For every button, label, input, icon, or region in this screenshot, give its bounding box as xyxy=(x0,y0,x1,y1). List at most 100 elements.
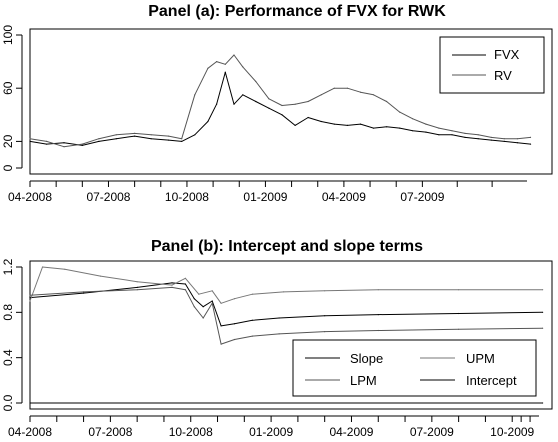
data-point-fvx xyxy=(346,124,348,126)
panel-a-series xyxy=(29,54,532,148)
data-point-lpm xyxy=(377,329,379,332)
y-tick-label: 100 xyxy=(1,25,15,45)
data-point-rv xyxy=(98,138,100,140)
series-line-slope xyxy=(29,282,543,327)
data-point-fvx xyxy=(529,143,532,145)
data-point-slope xyxy=(233,323,236,325)
data-point-upm xyxy=(198,293,200,295)
x-tick-label: 10-2008 xyxy=(165,190,209,204)
x-tick-label: 04-2008 xyxy=(8,190,52,204)
data-point-rv xyxy=(46,140,48,142)
legend-label-lpm: LPM xyxy=(350,373,377,388)
data-point-fvx xyxy=(359,123,362,125)
data-point-rv xyxy=(399,111,401,113)
legend-label-rv: RV xyxy=(494,68,512,83)
data-point-upm xyxy=(458,289,460,291)
x-tick-label: 01-2009 xyxy=(243,190,287,204)
y-tick-label: 0 xyxy=(1,164,15,171)
data-point-rv xyxy=(216,61,218,63)
data-point-slope xyxy=(278,317,280,319)
series-line-lpm xyxy=(29,286,543,345)
data-point-rv xyxy=(477,134,479,136)
data-point-slope xyxy=(136,286,138,288)
data-point-rv xyxy=(194,94,196,96)
data-point-fvx xyxy=(451,134,453,136)
data-point-slope xyxy=(193,298,195,300)
panel-a-y-axis: 0 20 60 100 xyxy=(1,25,23,171)
data-point-upm xyxy=(136,281,138,283)
panel-b-series xyxy=(29,266,544,404)
data-point-rv xyxy=(412,118,414,120)
data-point-slope xyxy=(171,282,173,284)
x-tick-label: 07-2009 xyxy=(410,425,454,439)
data-point-upm xyxy=(99,275,102,277)
data-point-lpm xyxy=(193,306,195,308)
data-point-slope xyxy=(202,306,204,308)
data-point-rv xyxy=(207,67,209,69)
data-point-lpm xyxy=(542,327,544,329)
data-point-fvx xyxy=(81,144,83,146)
data-point-fvx xyxy=(181,140,183,142)
y-tick-label: 0.0 xyxy=(1,394,15,411)
data-point-fvx xyxy=(207,120,209,123)
data-point-slope xyxy=(377,314,379,316)
legend-label-intercept: Intercept xyxy=(466,373,517,388)
series-line-upm xyxy=(29,266,543,304)
x-tick-label: 07-2008 xyxy=(88,425,132,439)
data-point-fvx xyxy=(294,124,296,126)
data-point-fvx xyxy=(150,138,152,140)
y-tick-label: 0.8 xyxy=(1,304,15,321)
data-point-upm xyxy=(171,284,173,286)
data-point-rv xyxy=(307,100,309,103)
x-tick-label: 10-2009 xyxy=(490,425,534,439)
data-point-slope xyxy=(29,297,31,299)
x-tick-label: 04-2009 xyxy=(322,190,366,204)
data-point-rv xyxy=(281,104,283,107)
data-point-rv xyxy=(63,146,65,148)
x-tick-label: 04-2008 xyxy=(8,425,52,439)
data-point-rv xyxy=(320,94,322,96)
data-point-slope xyxy=(458,312,460,315)
y-tick-label: 20 xyxy=(1,134,15,148)
x-tick-label: 01-2009 xyxy=(249,425,293,439)
data-point-upm xyxy=(184,277,186,279)
data-point-lpm xyxy=(202,317,204,319)
data-point-fvx xyxy=(29,140,31,142)
data-point-slope xyxy=(211,300,213,302)
data-point-fvx xyxy=(281,114,283,116)
data-point-rv xyxy=(233,54,235,56)
y-tick-label: 0.4 xyxy=(1,349,15,366)
panel-b-plot-frame xyxy=(29,260,553,410)
series-line-fvx xyxy=(29,71,531,146)
data-point-rv xyxy=(333,87,335,89)
data-point-rv xyxy=(529,136,532,138)
data-point-slope xyxy=(251,319,253,321)
data-point-upm xyxy=(233,298,236,300)
data-point-fvx xyxy=(224,71,226,73)
data-point-fvx xyxy=(464,136,466,138)
data-point-lpm xyxy=(211,302,213,304)
data-point-fvx xyxy=(503,140,505,142)
panel-a-legend-box xyxy=(439,36,545,94)
data-point-rv xyxy=(451,130,453,132)
panel-a: Panel (a): Performance of FVX for RWK 0 2… xyxy=(1,3,553,204)
data-point-fvx xyxy=(134,135,136,137)
panel-a-title: Panel (a): Performance of FVX for RWK xyxy=(148,3,446,20)
x-tick-label: 04-2009 xyxy=(329,425,373,439)
panel-b-y-axis: 0.0 0.4 0.8 1.2 xyxy=(1,258,23,411)
panel-b-legend: Slope UPM LPM Intercept xyxy=(292,339,537,397)
data-point-fvx xyxy=(320,120,322,123)
data-point-fvx xyxy=(425,131,427,133)
data-point-fvx xyxy=(168,139,170,141)
data-point-fvx xyxy=(372,127,375,129)
data-point-rv xyxy=(503,138,505,140)
y-tick-label: 60 xyxy=(1,81,15,95)
data-point-rv xyxy=(168,135,170,137)
data-point-slope xyxy=(324,315,326,317)
data-point-lpm xyxy=(29,294,31,296)
data-point-lpm xyxy=(184,289,186,291)
data-point-rv xyxy=(490,136,492,138)
data-point-upm xyxy=(251,293,253,295)
panel-b-title: Panel (b): Intercept and slope terms xyxy=(151,238,423,255)
data-point-rv xyxy=(242,66,244,68)
